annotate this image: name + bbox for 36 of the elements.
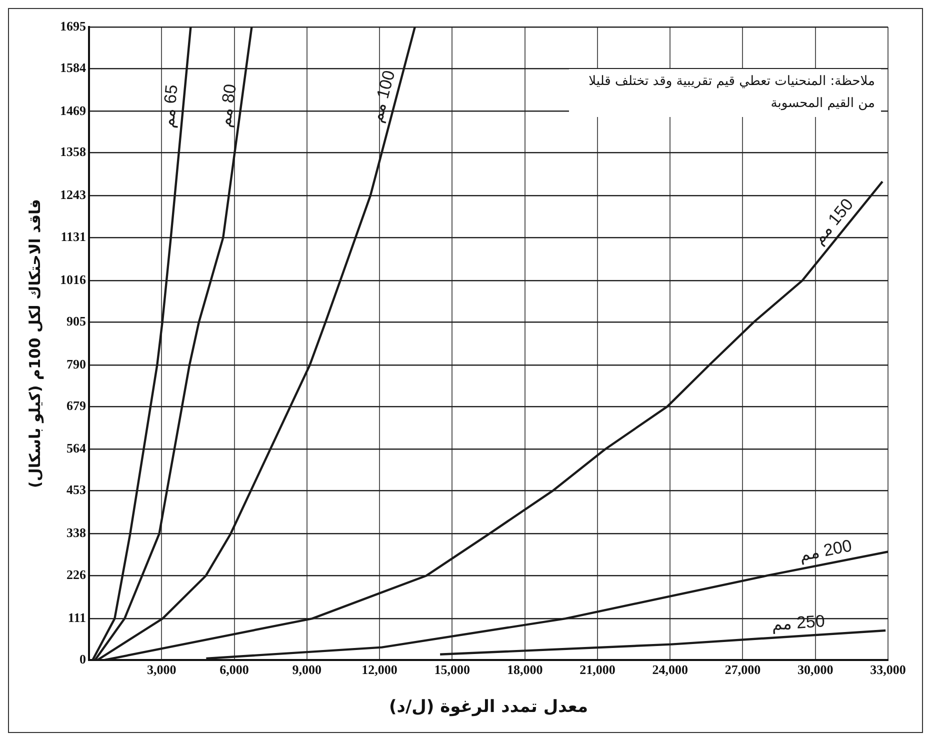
x-tick-label: 6,000 (220, 662, 249, 678)
x-tick-label: 3,000 (147, 662, 176, 678)
y-tick-label: 338 (66, 525, 86, 540)
y-tick-label: 679 (66, 398, 86, 413)
text: 200 مم (798, 536, 854, 566)
y-tick-label: 1016 (60, 272, 86, 287)
y-tick-label: 1358 (60, 144, 86, 160)
y-tick-label: 1695 (60, 18, 86, 34)
text: 65 مم (158, 84, 182, 130)
y-tick-label: 111 (68, 610, 86, 625)
x-tick-label: 30,000 (797, 662, 834, 678)
x-axis-title: معدل تمدد الرغوة (ل/د) (388, 697, 588, 718)
y-tick-label: 226 (66, 566, 86, 582)
x-tick-label: 18,000 (506, 662, 543, 678)
x-tick-label: 24,000 (652, 662, 688, 678)
series-label: 250 مم (771, 612, 826, 635)
x-tick-label: 21,000 (580, 662, 616, 678)
x-tick-label: 9,000 (292, 662, 322, 678)
y-tick-label: 564 (66, 440, 86, 456)
y-tick-label: 905 (66, 313, 86, 328)
text: 80 مم (215, 82, 241, 129)
y-tick-label: 1131 (60, 228, 86, 244)
x-tick-label: 27,000 (724, 662, 761, 678)
y-axis-title: فاقد الاحتكاك لكل 100م (كيلو باسكال) (26, 199, 44, 488)
y-tick-label: 1469 (60, 102, 86, 118)
text: 100 مم (366, 68, 400, 125)
y-tick-label: 1243 (60, 187, 86, 202)
x-tick-label: 33,000 (870, 662, 906, 678)
y-tick-label: 790 (66, 356, 86, 372)
y-tick-label: 453 (66, 482, 86, 498)
y-tick-label: 0 (80, 651, 86, 666)
x-tick-label: 12,000 (362, 662, 398, 678)
y-tick-label: 1584 (60, 60, 86, 75)
annotation: ملاحظة: المنحنيات تعطي قيم تقريبية وقد تختلف قليلا من القيم المحسوبة (569, 69, 881, 117)
text: 150 مم (808, 194, 858, 249)
x-tick-label: 15,000 (434, 662, 470, 678)
